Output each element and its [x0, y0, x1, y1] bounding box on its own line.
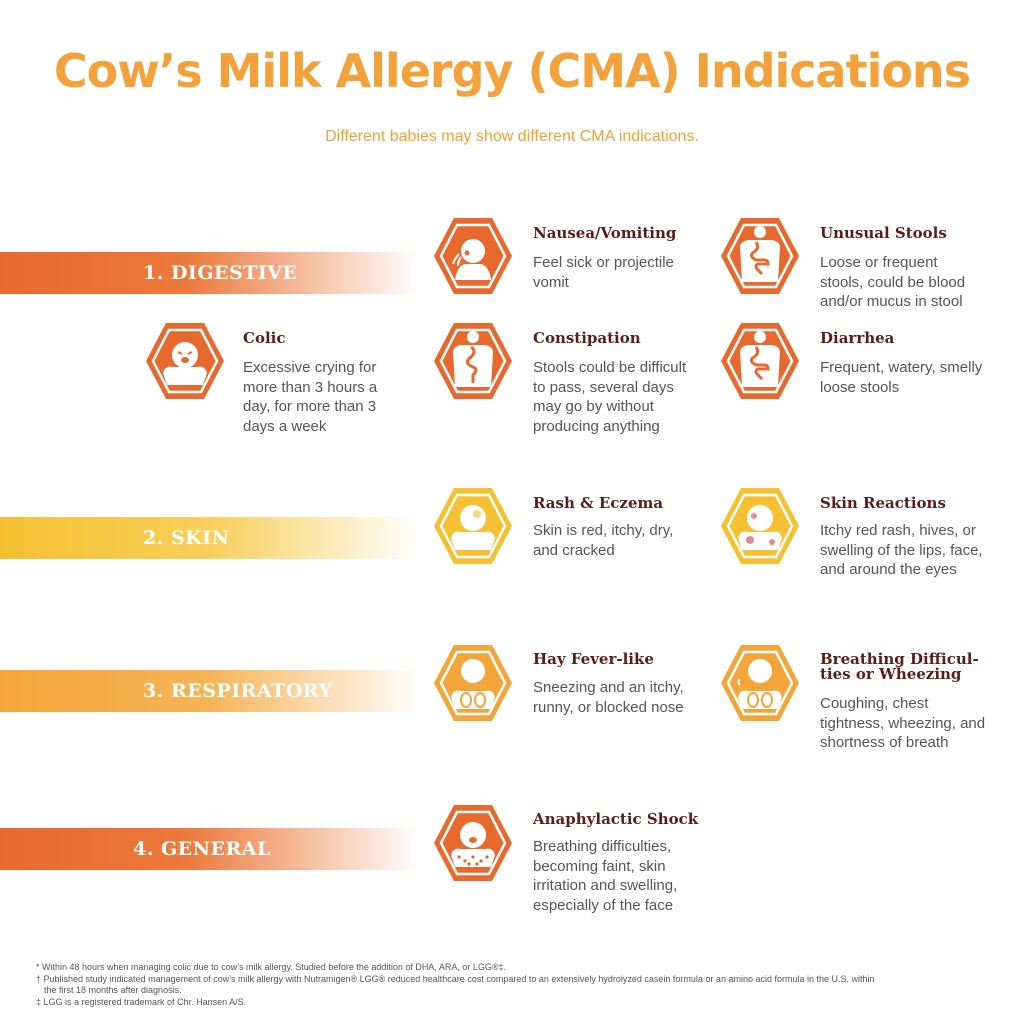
digestive-tract-icon — [433, 321, 513, 401]
item-desc-skin-reactions: Itchy red rash, hives, or swelling of th… — [820, 522, 983, 578]
item-desc-nausea-vomiting: Feel sick or projectile vomit — [533, 254, 674, 291]
footnote-1: * Within 48 hours when managing colic du… — [36, 962, 507, 972]
coughing-baby-icon — [720, 643, 800, 723]
spotted-baby-icon — [433, 803, 513, 883]
item-title-anaphylactic-shock: Anaphylactic Shock — [533, 810, 699, 828]
crying-baby-icon — [145, 321, 225, 401]
item-desc-diarrhea: Frequent, watery, smelly loose stools — [820, 359, 983, 396]
footnote-2-cont: the first 18 months after diagnosis. — [44, 985, 182, 996]
item-desc-hay-fever-like: Sneezing and an itchy, runny, or blocked… — [533, 679, 684, 716]
item-title-unusual-stools: Unusual Stools — [820, 224, 947, 242]
item-title-nausea-vomiting: Nausea/Vomiting — [533, 224, 677, 242]
skin-reaction-icon — [720, 486, 800, 566]
item-desc-breathing-difficulties: Coughing, chest tightness, wheezing, and… — [820, 695, 986, 751]
item-title-hay-fever-like: Hay Fever-like — [533, 650, 654, 668]
footnotes: * Within 48 hours when managing colic du… — [36, 962, 996, 1008]
category-band-skin: 2. SKIN — [0, 517, 420, 559]
page-subtitle: Different babies may show different CMA … — [325, 128, 699, 145]
page-title: Cow’s Milk Allergy (CMA) Indications — [53, 44, 971, 98]
item-desc-colic: Excessive crying for more than 3 hours a… — [243, 359, 378, 435]
category-label-respiratory: 3. RESPIRATORY — [143, 680, 333, 702]
rash-baby-icon — [433, 486, 513, 566]
category-label-digestive: 1. DIGESTIVE — [143, 262, 298, 284]
item-desc-rash-eczema: Skin is red, itchy, dry, and cracked — [533, 522, 674, 559]
item-title-rash-eczema: Rash & Eczema — [533, 494, 664, 512]
digestive-tract-icon — [720, 321, 800, 401]
category-label-general: 4. GENERAL — [133, 838, 271, 860]
item-desc-constipation: Stools could be difficult to pass, sever… — [533, 359, 687, 435]
vomiting-baby-icon — [433, 216, 513, 296]
item-title-constipation: Constipation — [533, 329, 641, 347]
item-title-diarrhea: Diarrhea — [820, 329, 895, 347]
category-band-digestive: 1. DIGESTIVE — [0, 252, 420, 294]
digestive-tract-icon — [720, 216, 800, 296]
item-desc-unusual-stools: Loose or frequent stools, could be blood… — [820, 254, 966, 310]
item-title-skin-reactions: Skin Reactions — [820, 494, 946, 512]
footnote-3: ‡ LGG is a registered trademark of Chr. … — [36, 996, 247, 1007]
item-desc-anaphylactic-shock: Breathing difficulties, becoming faint, … — [533, 838, 678, 914]
category-label-skin: 2. SKIN — [143, 527, 230, 549]
lungs-baby-icon — [433, 643, 513, 723]
footnote-2: † Published study indicated management o… — [36, 973, 875, 984]
item-title-breathing-difficulties: Breathing Difficul- ties or Wheezing — [820, 650, 979, 683]
item-title-colic: Colic — [243, 329, 286, 347]
category-band-respiratory: 3. RESPIRATORY — [0, 670, 420, 712]
category-band-general: 4. GENERAL — [0, 828, 420, 870]
